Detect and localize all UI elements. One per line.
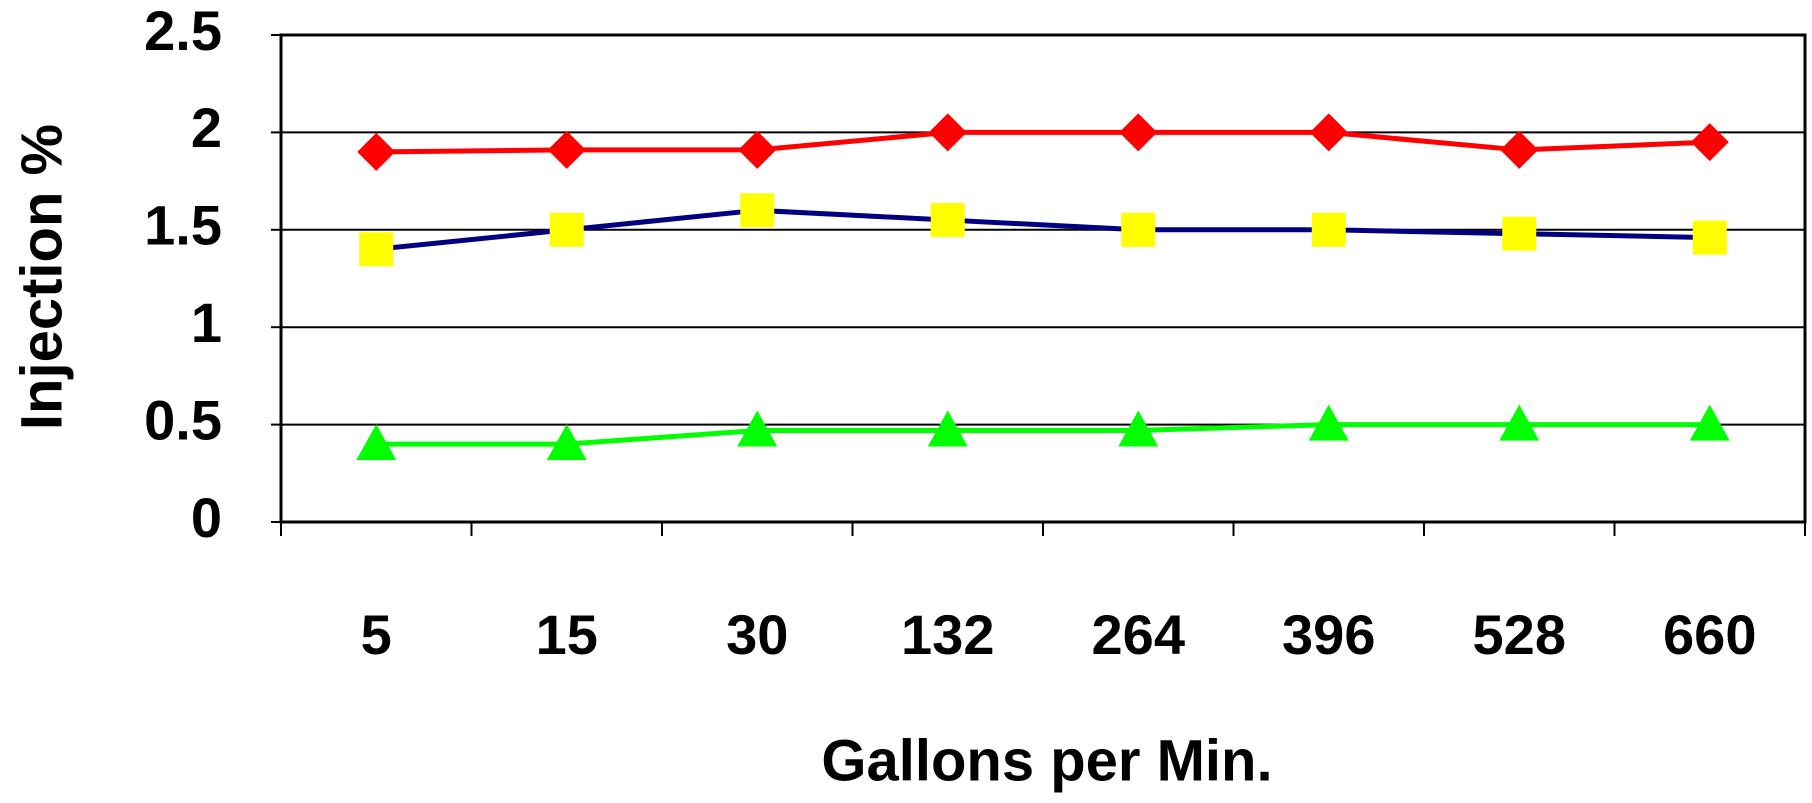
x-tick-label: 15: [536, 603, 598, 666]
square-marker: [1502, 217, 1536, 251]
y-tick-label: 2: [191, 96, 222, 159]
diamond-marker: [357, 133, 395, 171]
diamond-marker: [548, 131, 586, 169]
x-tick-label: 528: [1473, 603, 1566, 666]
square-marker: [550, 213, 584, 247]
y-tick-label: 0.5: [144, 388, 222, 451]
x-tick-label: 30: [726, 603, 788, 666]
y-tick-label: 0: [191, 486, 222, 549]
plot-frame: [281, 35, 1805, 522]
x-tick-label: 132: [901, 603, 994, 666]
y-axis-title: Injection %: [9, 124, 74, 430]
y-tick-label: 1.5: [144, 194, 222, 257]
square-marker: [740, 193, 774, 227]
x-tick-label: 5: [361, 603, 392, 666]
x-tick-label: 396: [1282, 603, 1375, 666]
square-marker: [1121, 213, 1155, 247]
square-marker: [931, 203, 965, 237]
square-marker: [359, 232, 393, 266]
x-axis-title: Gallons per Min.: [821, 728, 1272, 793]
square-marker: [1693, 221, 1727, 255]
y-tick-label: 2.5: [144, 0, 222, 62]
diamond-marker: [1500, 131, 1538, 169]
chart: Gallons per Min. Injection % 0 0.5 1 1.5 2 2.…: [0, 0, 1812, 803]
x-tick-label: 660: [1663, 603, 1756, 666]
diamond-marker: [1310, 113, 1348, 151]
x-tick-label: 264: [1092, 603, 1185, 666]
diamond-marker: [1691, 123, 1729, 161]
diamond-marker: [1119, 113, 1157, 151]
diamond-marker: [738, 131, 776, 169]
square-marker: [1312, 213, 1346, 247]
diamond-marker: [929, 113, 967, 151]
y-tick-label: 1: [191, 291, 222, 354]
